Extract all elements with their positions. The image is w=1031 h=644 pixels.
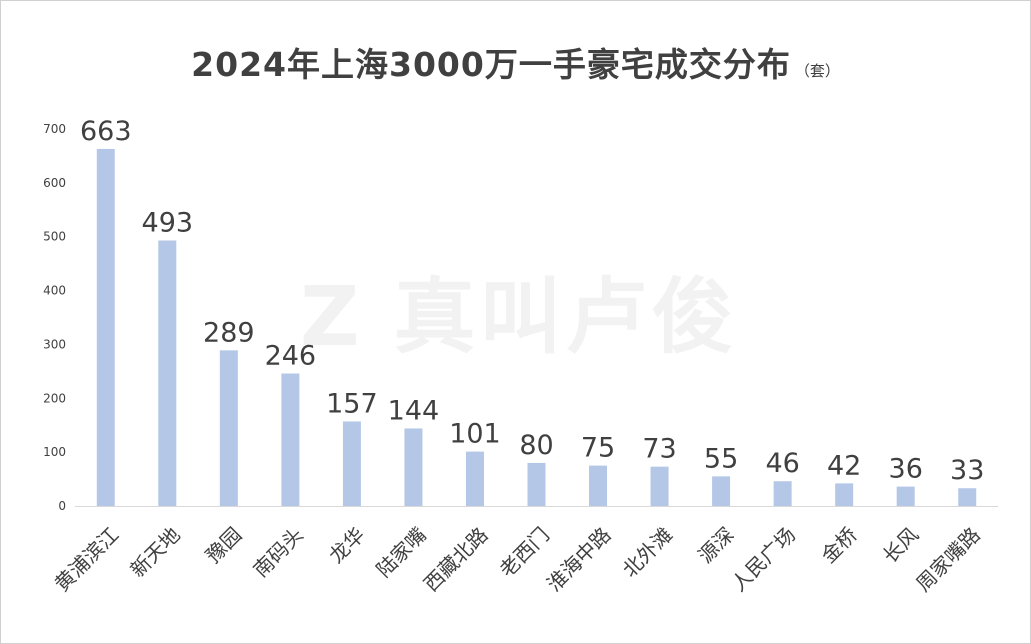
data-label: 80	[519, 430, 553, 461]
bar	[958, 488, 977, 506]
data-label: 246	[265, 341, 317, 372]
bar	[527, 462, 546, 506]
y-tick-label: 0	[58, 499, 66, 513]
category-label: 新天地	[125, 523, 184, 582]
y-tick-label: 600	[43, 176, 66, 190]
data-label: 46	[765, 448, 799, 479]
y-tick-label: 500	[43, 230, 66, 244]
bar	[281, 373, 300, 506]
data-label: 73	[642, 434, 676, 465]
data-label: 55	[704, 443, 738, 474]
watermark: Z 真叫卢俊	[300, 250, 737, 369]
category-label: 长风	[878, 523, 923, 568]
data-label: 42	[827, 450, 861, 481]
data-label: 157	[326, 388, 378, 419]
chart-subtitle: （套）	[794, 62, 840, 80]
data-label: 144	[388, 395, 440, 426]
bar	[773, 481, 792, 506]
watermark-logo: Z	[300, 270, 364, 365]
chart-title-block: 2024年上海3000万一手豪宅成交分布 （套）	[0, 38, 1031, 86]
category-label: 西藏北路	[419, 523, 493, 597]
category-label: 金桥	[816, 523, 861, 568]
bar	[835, 483, 854, 506]
bar	[96, 148, 115, 507]
y-tick-label: 400	[43, 284, 66, 298]
data-label: 33	[950, 455, 984, 486]
category-label: 豫园	[201, 523, 246, 568]
y-tick-label: 200	[43, 391, 66, 405]
category-label: 淮海中路	[542, 523, 616, 597]
watermark-text: 真叫卢俊	[393, 270, 738, 365]
bar	[896, 486, 915, 506]
data-label: 36	[889, 454, 923, 485]
bar	[465, 451, 484, 506]
bar	[342, 421, 361, 506]
bar	[404, 428, 423, 506]
category-label: 南码头	[249, 523, 308, 582]
data-label: 493	[142, 207, 194, 238]
data-label: 663	[80, 116, 132, 147]
category-label: 陆家嘴	[372, 523, 431, 582]
bar	[650, 466, 669, 506]
category-label: 北外滩	[618, 523, 677, 582]
category-label: 周家嘴路	[911, 523, 985, 597]
category-label: 龙华	[324, 523, 369, 568]
category-label: 黄浦滨江	[50, 523, 124, 597]
chart-title: 2024年上海3000万一手豪宅成交分布	[191, 45, 791, 84]
y-tick-label: 300	[43, 337, 66, 351]
category-label: 老西门	[495, 523, 554, 582]
category-label: 源深	[693, 523, 738, 568]
bar	[712, 476, 731, 506]
bar	[219, 350, 238, 506]
bar	[589, 465, 608, 506]
data-label: 289	[203, 317, 255, 348]
y-tick-label: 100	[43, 445, 66, 459]
y-tick-label: 700	[43, 122, 66, 136]
bar	[158, 240, 177, 506]
data-label: 101	[449, 419, 501, 450]
category-label: 人民广场	[727, 523, 801, 597]
data-label: 75	[581, 433, 615, 464]
